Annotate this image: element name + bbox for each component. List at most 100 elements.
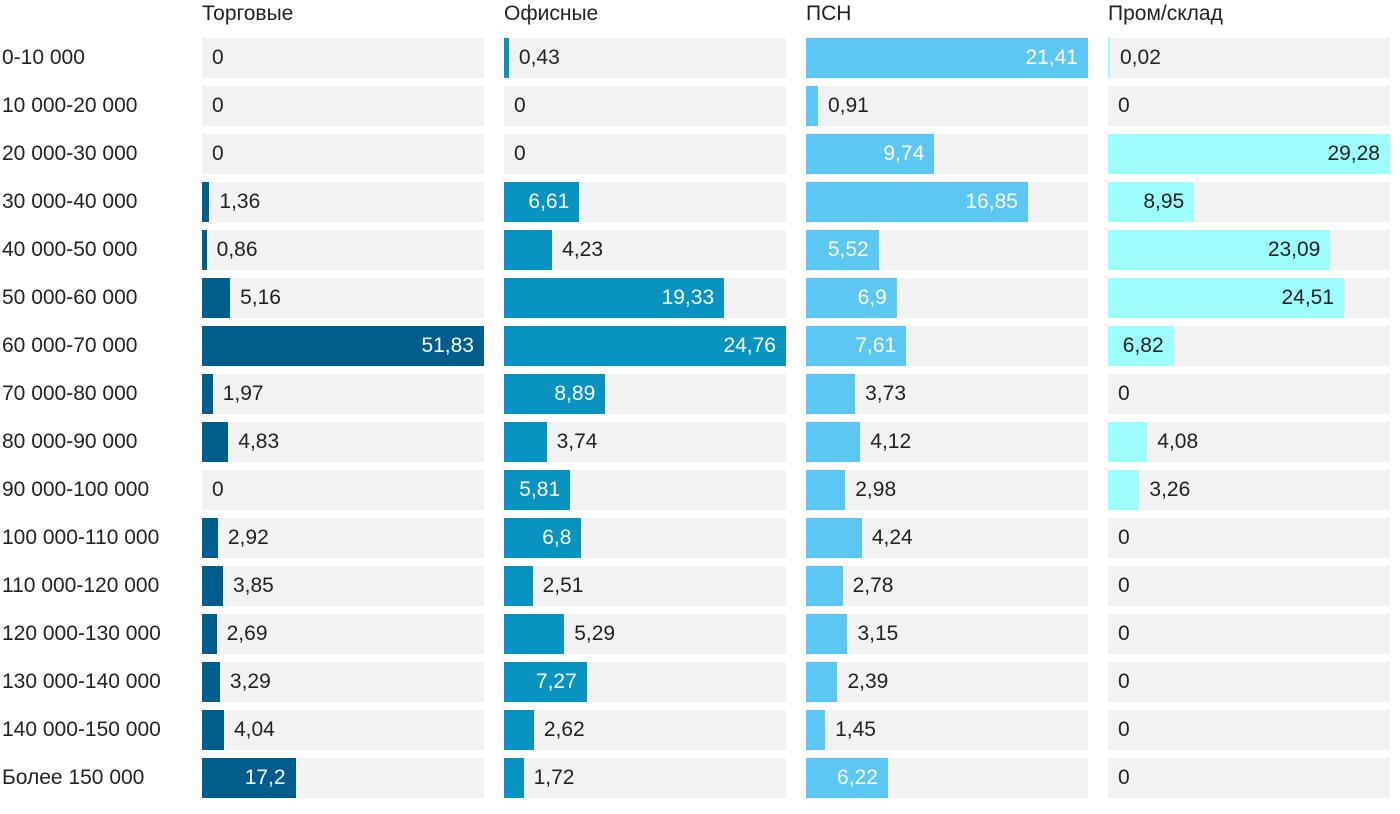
data-label: 29,28 bbox=[1327, 142, 1380, 165]
data-label: 1,72 bbox=[533, 766, 575, 789]
bar bbox=[504, 182, 580, 222]
data-label: 16,85 bbox=[965, 190, 1018, 213]
bar bbox=[1108, 422, 1148, 462]
bar bbox=[504, 278, 725, 318]
category-label: 100 000-110 000 bbox=[2, 526, 160, 549]
series-header: Торговые bbox=[202, 2, 294, 25]
category-label: 120 000-130 000 bbox=[2, 622, 161, 645]
category-label: 80 000-90 000 bbox=[2, 430, 138, 453]
bar bbox=[504, 566, 533, 606]
bar bbox=[806, 230, 879, 270]
data-label: 2,69 bbox=[226, 622, 268, 645]
bar-track: 0 bbox=[202, 38, 484, 78]
bar-track: 51,83 bbox=[202, 326, 484, 366]
data-label: 6,22 bbox=[837, 766, 878, 789]
data-label: 1,97 bbox=[222, 382, 264, 405]
bar-track: 16,85 bbox=[806, 182, 1088, 222]
data-label: 23,09 bbox=[1267, 238, 1321, 261]
bar bbox=[806, 422, 861, 462]
category-label: 50 000-60 000 bbox=[2, 286, 138, 309]
bar-track: 7,27 bbox=[504, 662, 786, 702]
data-label: 3,85 bbox=[232, 574, 274, 597]
bar-track: 23,09 bbox=[1108, 230, 1390, 270]
data-label: 1,36 bbox=[219, 190, 261, 213]
bar bbox=[806, 470, 846, 510]
bar bbox=[806, 566, 843, 606]
category-label: 110 000-120 000 bbox=[2, 574, 160, 597]
bar-track: 5,29 bbox=[504, 614, 786, 654]
bar-track: 2,39 bbox=[806, 662, 1088, 702]
bar-track: 0 bbox=[1108, 518, 1390, 558]
bar-track: 1,36 bbox=[202, 182, 484, 222]
bar-track: 3,29 bbox=[202, 662, 484, 702]
data-label: 24,51 bbox=[1281, 286, 1335, 309]
bar-track: 24,76 bbox=[504, 326, 786, 366]
data-label: 0,02 bbox=[1120, 46, 1161, 69]
bar-track: 5,52 bbox=[806, 230, 1088, 270]
bar-track: 3,73 bbox=[806, 374, 1088, 414]
bar-track: 0 bbox=[1108, 758, 1390, 798]
bar bbox=[806, 182, 1028, 222]
data-label: 0,91 bbox=[827, 94, 869, 117]
data-label: 51,83 bbox=[421, 334, 474, 357]
data-label: 0 bbox=[1118, 766, 1130, 789]
data-label: 0 bbox=[1118, 526, 1130, 549]
bar-track: 3,26 bbox=[1108, 470, 1390, 510]
category-label: 60 000-70 000 bbox=[2, 334, 138, 357]
bar-track: 17,2 bbox=[202, 758, 484, 798]
bar-track: 0 bbox=[504, 134, 786, 174]
bar bbox=[504, 374, 606, 414]
bar bbox=[806, 662, 838, 702]
bar-track: 3,74 bbox=[504, 422, 786, 462]
data-label: 7,27 bbox=[535, 670, 577, 693]
data-label: 19,33 bbox=[661, 286, 715, 309]
bar-track: 19,33 bbox=[504, 278, 786, 318]
data-label: 2,39 bbox=[847, 670, 889, 693]
category-label: 30 000-40 000 bbox=[2, 190, 138, 213]
data-label: 24,76 bbox=[723, 334, 776, 357]
bar bbox=[504, 758, 524, 798]
bar bbox=[202, 518, 218, 558]
bar-track: 2,98 bbox=[806, 470, 1088, 510]
bar bbox=[1108, 230, 1331, 270]
bar bbox=[504, 662, 587, 702]
bar-track: 0 bbox=[1108, 710, 1390, 750]
bar-track: 2,92 bbox=[202, 518, 484, 558]
bar-track: 4,12 bbox=[806, 422, 1088, 462]
bar bbox=[202, 710, 224, 750]
bar bbox=[202, 182, 210, 222]
data-label: 9,74 bbox=[883, 142, 925, 165]
data-label: 0 bbox=[514, 142, 526, 165]
data-label: 0 bbox=[212, 46, 224, 69]
data-label: 0 bbox=[1118, 622, 1130, 645]
data-label: 4,24 bbox=[871, 526, 913, 549]
bar-track: 0 bbox=[1108, 614, 1390, 654]
bar bbox=[806, 614, 848, 654]
category-label: 70 000-80 000 bbox=[2, 382, 138, 405]
bar-track: 4,24 bbox=[806, 518, 1088, 558]
bar-track: 1,72 bbox=[504, 758, 786, 798]
bar-track: 0 bbox=[202, 86, 484, 126]
bar-track: 4,83 bbox=[202, 422, 484, 462]
bar-track: 1,97 bbox=[202, 374, 484, 414]
bar bbox=[806, 134, 935, 174]
data-label: 6,82 bbox=[1122, 334, 1164, 357]
data-label: 2,78 bbox=[852, 574, 894, 597]
data-label: 0,43 bbox=[518, 46, 560, 69]
bar-track: 6,22 bbox=[806, 758, 1088, 798]
bar-track: 2,62 bbox=[504, 710, 786, 750]
bar-track: 0 bbox=[202, 134, 484, 174]
bar-track: 0 bbox=[202, 470, 484, 510]
bar bbox=[202, 758, 296, 798]
data-label: 0 bbox=[212, 142, 224, 165]
bar bbox=[504, 38, 509, 78]
data-label: 6,9 bbox=[857, 286, 887, 309]
category-label: 90 000-100 000 bbox=[2, 478, 150, 501]
data-label: 4,23 bbox=[562, 238, 604, 261]
data-label: 5,52 bbox=[827, 238, 869, 261]
bar-track: 6,8 bbox=[504, 518, 786, 558]
data-label: 4,08 bbox=[1157, 430, 1199, 453]
bar bbox=[202, 566, 223, 606]
data-label: 5,29 bbox=[574, 622, 616, 645]
bar-track: 8,95 bbox=[1108, 182, 1390, 222]
